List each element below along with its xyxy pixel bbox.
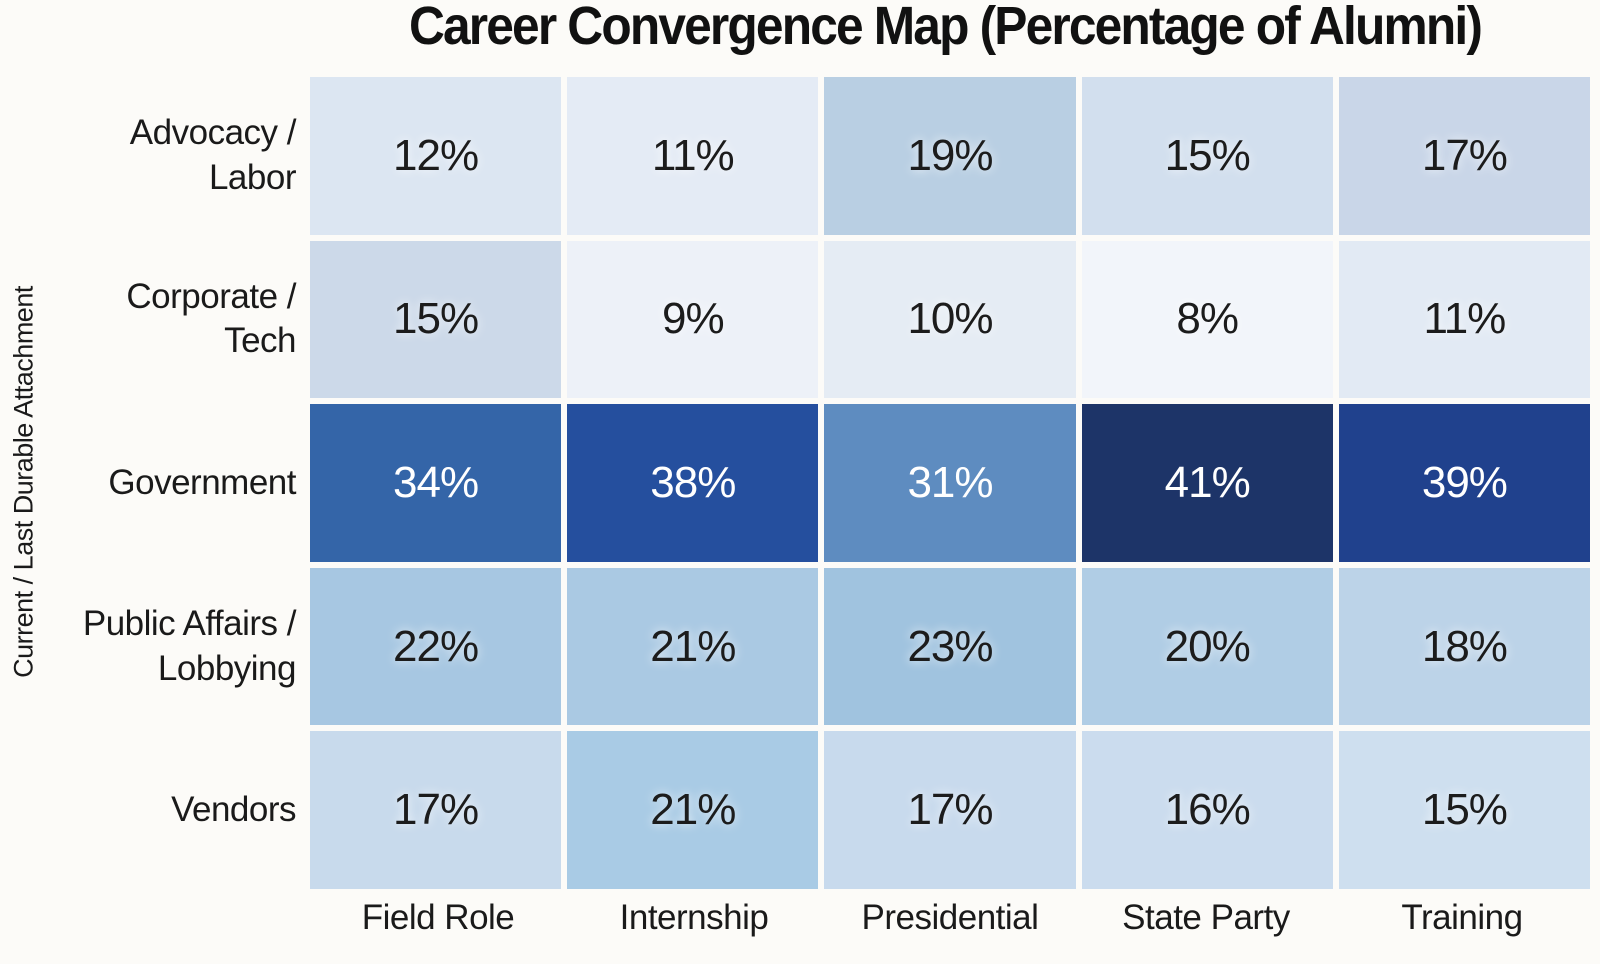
heatmap-cell-vendors-field-role: 17%	[310, 731, 562, 889]
heatmap-cell-public-affairs-lobbying-field-role: 22%	[310, 567, 562, 726]
x-axis-tick-labels: Field Role Internship Presidential State Pa…	[310, 898, 1590, 938]
heatmap-cell-public-affairs-lobbying-internship: 21%	[567, 567, 819, 726]
heatmap-cell-vendors-state-party: 16%	[1081, 731, 1333, 889]
heatmap-cell-corporate-tech-training: 11%	[1338, 240, 1590, 399]
col-label-presidential: Presidential	[861, 898, 1039, 937]
heatmap-cell-advocacy-labor-field-role: 12%	[310, 77, 562, 235]
heatmap-cell-corporate-tech-presidential: 10%	[824, 240, 1076, 399]
chart-title: Career Convergence Map (Percentage of Al…	[408, 0, 1483, 56]
heatmap-cell-public-affairs-lobbying-training: 18%	[1338, 567, 1590, 726]
row-label-government: Government	[108, 462, 296, 502]
heatmap-cell-public-affairs-lobbying-presidential: 23%	[824, 567, 1076, 726]
heatmap-cell-corporate-tech-state-party: 8%	[1081, 240, 1333, 399]
row-label-advocacy-labor: Advocacy / Labor	[129, 113, 297, 197]
heatmap-cell-advocacy-labor-training: 17%	[1338, 77, 1590, 235]
heatmap-cell-advocacy-labor-presidential: 19%	[824, 77, 1076, 235]
heatmap-cell-advocacy-labor-state-party: 15%	[1081, 77, 1333, 235]
heatmap-cell-government-field-role: 34%	[310, 404, 562, 562]
heatmap-grid: 12% 11% 19% 15% 17% 15% 9% 10% 8% 11% 34% 38% 31% 41%…	[310, 77, 1590, 889]
heatmap-cell-government-presidential: 31%	[824, 404, 1076, 562]
heatmap-cell-government-training: 39%	[1338, 404, 1590, 562]
col-label-state-party: State Party	[1122, 898, 1290, 937]
heatmap-cell-vendors-presidential: 17%	[824, 731, 1076, 889]
y-axis-tick-labels: Advocacy / Labor Corporate / Tech Governme…	[0, 77, 297, 889]
heatmap-cell-vendors-internship: 21%	[567, 731, 819, 889]
col-label-field-role: Field Role	[361, 898, 515, 937]
col-label-internship: Internship	[619, 898, 769, 937]
heatmap-cell-advocacy-labor-internship: 11%	[567, 77, 819, 235]
heatmap-cell-vendors-training: 15%	[1338, 731, 1590, 889]
col-label-training: Training	[1401, 898, 1523, 937]
row-label-vendors: Vendors	[171, 789, 296, 829]
heatmap-cell-government-internship: 38%	[567, 404, 819, 562]
row-label-corporate-tech: Corporate / Tech	[126, 276, 296, 361]
row-label-public-affairs-lobbying: Public Affairs / Lobbying	[82, 603, 297, 688]
heatmap-cell-government-state-party: 41%	[1081, 404, 1333, 562]
heatmap-cell-corporate-tech-internship: 9%	[567, 240, 819, 399]
heatmap-cell-public-affairs-lobbying-state-party: 20%	[1081, 567, 1333, 726]
heatmap-cell-corporate-tech-field-role: 15%	[310, 240, 562, 399]
